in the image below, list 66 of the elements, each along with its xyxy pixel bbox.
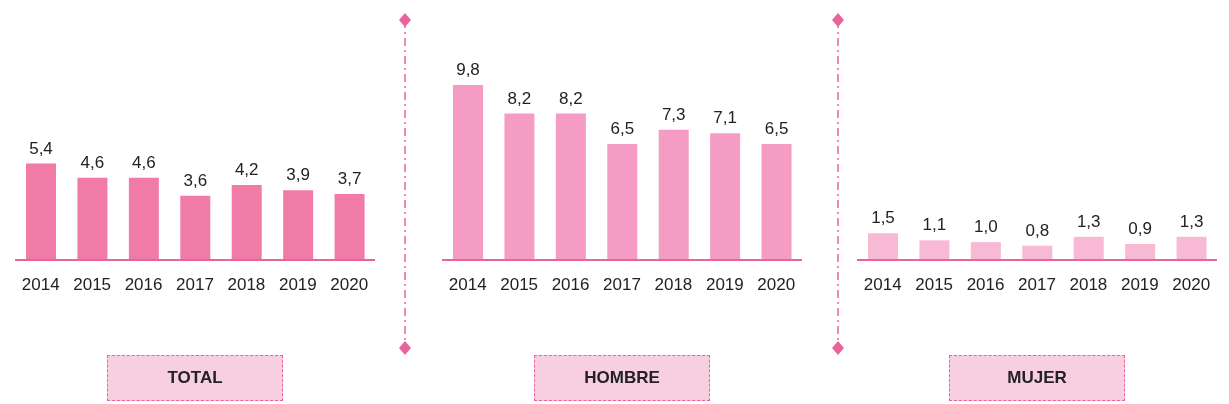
x-axis-title: HOMBRE	[534, 355, 710, 401]
bar	[1125, 243, 1156, 260]
bar	[761, 143, 792, 260]
bar	[1022, 245, 1053, 260]
data-label: 9,8	[456, 60, 480, 79]
bar	[710, 133, 741, 260]
x-tick-label: 2018	[227, 275, 266, 295]
x-tick-label: 2019	[705, 275, 744, 295]
bar	[504, 113, 535, 260]
data-label: 4,2	[234, 160, 259, 179]
x-tick-label: 2015	[500, 275, 539, 295]
bar	[453, 85, 483, 260]
data-label: 1,1	[922, 215, 947, 235]
x-tick-label: 2016	[124, 275, 163, 295]
data-label: 0,8	[1025, 220, 1050, 240]
data-label: 7,3	[661, 104, 686, 124]
x-tick-label: 2016	[551, 275, 590, 295]
bar	[334, 193, 365, 260]
data-label: 1,3	[1179, 211, 1204, 231]
data-label: 8,2	[559, 88, 583, 108]
data-label: 6,5	[764, 118, 789, 138]
bar	[26, 163, 56, 260]
data-label: 8,2	[507, 88, 532, 108]
bar	[231, 185, 262, 260]
x-axis-title: MUJER	[949, 355, 1125, 401]
data-label: 1,3	[1076, 211, 1101, 231]
x-tick-label: 2017	[176, 275, 214, 295]
x-tick-label: 2016	[966, 275, 1005, 295]
x-tick-label: 2015	[915, 275, 954, 295]
x-axis-title: TOTAL	[107, 355, 283, 401]
x-tick-label: 2015	[73, 275, 112, 295]
bar	[1176, 236, 1207, 260]
bar	[128, 177, 159, 260]
x-tick-label: 2019	[1120, 275, 1159, 295]
bar	[283, 190, 314, 260]
x-tick-label: 2014	[21, 275, 60, 295]
data-label: 7,1	[713, 108, 737, 128]
x-tick-label: 2020	[757, 275, 796, 295]
data-label: 5,4	[29, 138, 53, 158]
x-tick-label: 2014	[448, 275, 487, 295]
data-label: 0,9	[1128, 218, 1152, 238]
bar	[77, 177, 108, 260]
bar	[970, 242, 1001, 260]
bar	[868, 233, 898, 260]
bar	[607, 143, 638, 260]
data-label: 3,7	[337, 168, 362, 188]
x-tick-label: 2018	[654, 275, 693, 295]
x-tick-label: 2020	[1172, 275, 1211, 295]
data-label: 1,0	[974, 217, 998, 237]
x-tick-label: 2017	[603, 275, 641, 295]
x-tick-label: 2019	[278, 275, 317, 295]
data-label: 3,6	[183, 170, 208, 190]
data-label: 3,9	[286, 165, 310, 185]
data-label: 6,5	[610, 118, 635, 138]
bar	[555, 113, 586, 260]
data-label: 4,6	[80, 152, 105, 172]
bar	[180, 195, 211, 260]
data-label: 1,5	[871, 208, 895, 228]
data-label: 4,6	[132, 152, 156, 172]
bar	[658, 129, 689, 260]
bar	[919, 240, 950, 260]
x-tick-label: 2014	[863, 275, 902, 295]
bar	[1073, 236, 1104, 260]
x-tick-label: 2017	[1018, 275, 1056, 295]
x-tick-label: 2020	[330, 275, 369, 295]
x-tick-label: 2018	[1069, 275, 1108, 295]
